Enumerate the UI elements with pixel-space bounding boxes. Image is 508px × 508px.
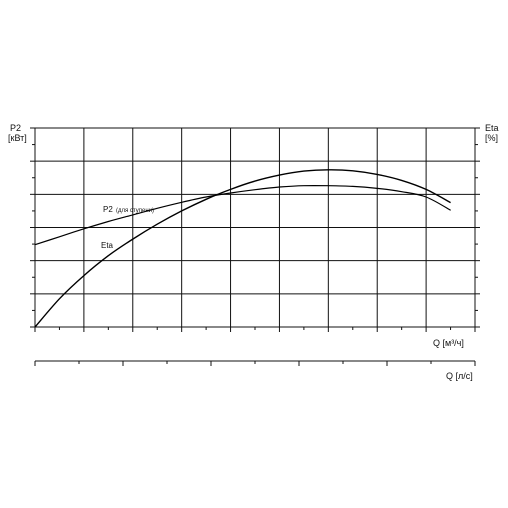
- grid: [30, 127, 480, 366]
- right-axis-title-line2: [%]: [485, 133, 498, 143]
- right-axis-title-line1: Eta: [485, 123, 499, 133]
- p2-curve-label-note: (для ступени): [116, 208, 154, 214]
- x-axis-main-label: Q [м³/ч]: [433, 338, 464, 348]
- curves: [34, 169, 451, 328]
- eta-curve: [34, 169, 451, 328]
- p2-curve-label: P2: [103, 205, 113, 214]
- left-axis-title-line2: [кВт]: [8, 133, 27, 143]
- p2-curve: [34, 184, 451, 246]
- left-axis-title-line1: P2: [10, 123, 21, 133]
- eta-curve-label: Eta: [101, 241, 114, 250]
- x-axis-secondary-label: Q [л/с]: [446, 371, 473, 381]
